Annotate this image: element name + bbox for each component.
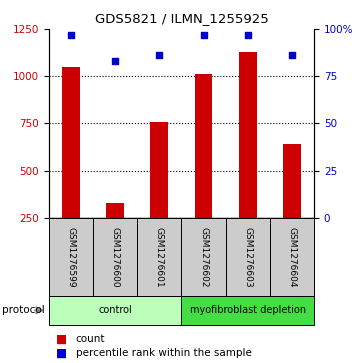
- Text: percentile rank within the sample: percentile rank within the sample: [76, 348, 252, 358]
- Text: GSM1276601: GSM1276601: [155, 227, 164, 287]
- Bar: [239, 52, 257, 265]
- Text: count: count: [76, 334, 105, 344]
- Text: ■: ■: [56, 346, 67, 359]
- Point: [245, 32, 251, 38]
- Bar: [62, 67, 80, 265]
- Text: GSM1276600: GSM1276600: [110, 227, 119, 287]
- Bar: [151, 122, 168, 265]
- Bar: [181, 296, 314, 325]
- Text: GSM1276603: GSM1276603: [243, 227, 252, 287]
- Bar: [49, 296, 181, 325]
- Bar: [270, 218, 314, 296]
- Bar: [195, 74, 212, 265]
- Point: [68, 32, 74, 38]
- Bar: [137, 218, 182, 296]
- Bar: [226, 218, 270, 296]
- Title: GDS5821 / ILMN_1255925: GDS5821 / ILMN_1255925: [95, 12, 268, 25]
- Text: control: control: [98, 305, 132, 315]
- Bar: [181, 218, 226, 296]
- Point: [289, 53, 295, 58]
- Point: [156, 53, 162, 58]
- Bar: [283, 144, 301, 265]
- Bar: [49, 218, 93, 296]
- Point: [112, 58, 118, 64]
- Text: GSM1276604: GSM1276604: [287, 227, 296, 287]
- Text: ■: ■: [56, 333, 67, 346]
- Bar: [106, 203, 124, 265]
- Text: GSM1276602: GSM1276602: [199, 227, 208, 287]
- Point: [201, 32, 206, 38]
- Bar: [93, 218, 137, 296]
- Text: protocol: protocol: [2, 305, 44, 315]
- Text: GSM1276599: GSM1276599: [66, 227, 75, 287]
- Text: myofibroblast depletion: myofibroblast depletion: [190, 305, 306, 315]
